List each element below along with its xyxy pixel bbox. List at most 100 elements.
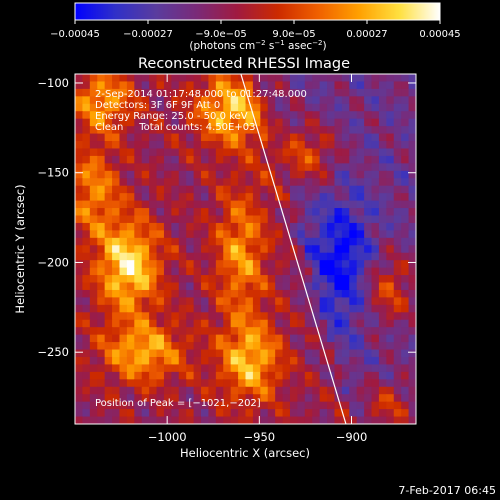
heatmap-cell [304, 342, 313, 351]
heatmap-cell [171, 349, 180, 358]
heatmap-cell [393, 297, 402, 306]
heatmap-cell [178, 275, 187, 284]
heatmap-cell [97, 260, 106, 269]
heatmap-cell [178, 230, 187, 239]
heatmap-cell [163, 312, 172, 321]
heatmap-cell [163, 289, 172, 299]
heatmap-cell [163, 133, 172, 142]
heatmap-cell [252, 386, 261, 395]
heatmap-cell [141, 163, 150, 172]
heatmap-cell [371, 394, 380, 403]
heatmap-cell [393, 416, 402, 424]
heatmap-cell [386, 252, 395, 261]
heatmap-cell [371, 118, 380, 127]
heatmap-cell [75, 401, 84, 410]
heatmap-cell [393, 170, 402, 179]
heatmap-cell [119, 371, 128, 380]
heatmap-cell [312, 148, 321, 157]
heatmap-cell [126, 155, 135, 164]
heatmap-cell [356, 252, 365, 261]
heatmap-cell [349, 260, 358, 269]
heatmap-cell [230, 215, 239, 224]
heatmap-cell [282, 193, 291, 202]
heatmap-cell [282, 74, 291, 83]
heatmap-cell [304, 312, 313, 321]
heatmap-cell [401, 230, 410, 239]
heatmap-cell [149, 334, 158, 343]
heatmap-cell [186, 379, 195, 388]
heatmap-cell [378, 260, 387, 269]
heatmap-cell [364, 163, 373, 172]
heatmap-cell [371, 289, 380, 299]
heatmap-cell [260, 275, 269, 284]
heatmap-cell [267, 356, 276, 366]
heatmap-cell [223, 364, 232, 373]
heatmap-cell [349, 394, 358, 403]
heatmap-cell [282, 237, 291, 246]
heatmap-cell [401, 401, 410, 410]
heatmap-cell [304, 230, 313, 239]
heatmap-cell [134, 267, 143, 276]
heatmap-cell [156, 88, 165, 97]
heatmap-cell [89, 118, 98, 127]
heatmap-cell [252, 245, 261, 254]
heatmap-cell [356, 133, 365, 142]
heatmap-cell [163, 282, 172, 291]
heatmap-cell [341, 267, 350, 276]
heatmap-cell [378, 401, 387, 410]
heatmap-cell [408, 185, 416, 194]
heatmap-cell [112, 327, 121, 336]
heatmap-cell [334, 252, 343, 261]
heatmap-cell [334, 111, 343, 120]
heatmap-cell [238, 155, 247, 164]
heatmap-cell [319, 386, 328, 395]
heatmap-cell [371, 193, 380, 202]
heatmap-cell [104, 416, 113, 424]
heatmap-cell [126, 267, 135, 276]
heatmap-cell [141, 409, 150, 418]
heatmap-cell [275, 289, 284, 299]
heatmap-cell [289, 118, 298, 127]
heatmap-cell [349, 111, 358, 120]
heatmap-cell [364, 356, 373, 366]
heatmap-cell [275, 237, 284, 246]
heatmap-cell [304, 88, 313, 97]
heatmap-cell [75, 103, 84, 112]
heatmap-cell [89, 74, 98, 83]
heatmap-cell [245, 148, 254, 157]
heatmap-cell [215, 178, 224, 187]
heatmap-cell [401, 334, 410, 343]
heatmap-cell [334, 193, 343, 202]
heatmap-cell [245, 163, 254, 172]
heatmap-cell [208, 155, 217, 164]
heatmap-cell [289, 364, 298, 373]
heatmap-cell [141, 401, 150, 410]
heatmap-cell [275, 409, 284, 418]
heatmap-cell [252, 155, 261, 164]
heatmap-cell [408, 349, 416, 358]
heatmap-cell [163, 304, 172, 313]
heatmap-cell [319, 178, 328, 187]
heatmap-cell [327, 327, 336, 336]
heatmap-cell [215, 126, 224, 135]
heatmap-cell [163, 386, 172, 395]
heatmap-cell [260, 208, 269, 217]
heatmap-cell [245, 215, 254, 224]
heatmap-cell [134, 222, 143, 231]
heatmap-cell [163, 327, 172, 336]
heatmap-cell [112, 141, 121, 150]
heatmap-cell [275, 364, 284, 373]
heatmap-cell [364, 193, 373, 202]
heatmap-cell [104, 297, 113, 306]
heatmap-cell [252, 364, 261, 373]
heatmap-cell [193, 185, 202, 194]
heatmap-cell [327, 118, 336, 127]
heatmap-cell [223, 260, 232, 269]
heatmap-cell [75, 126, 84, 135]
heatmap-cell [215, 230, 224, 239]
heatmap-cell [119, 118, 128, 127]
heatmap-cell [282, 304, 291, 313]
heatmap-cell [349, 282, 358, 291]
heatmap-cell [149, 394, 158, 403]
heatmap-cell [230, 386, 239, 395]
